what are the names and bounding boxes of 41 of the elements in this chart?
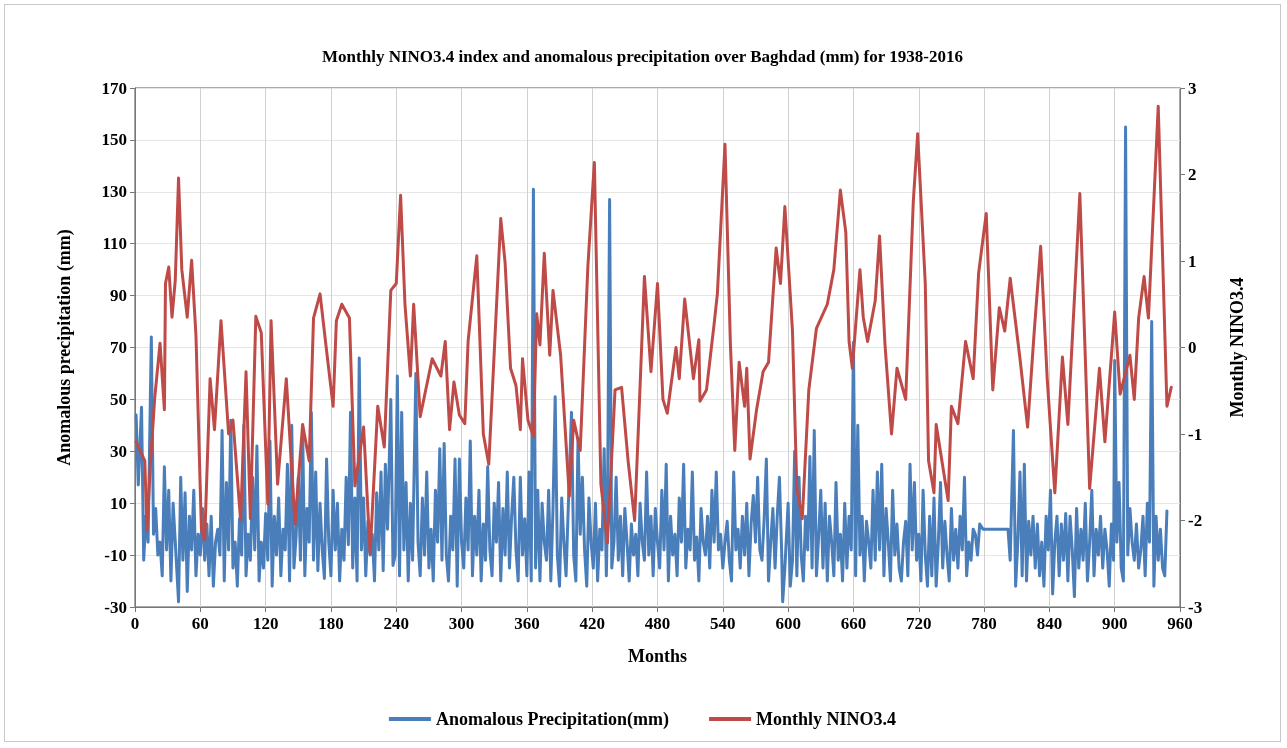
x-tick-label: 540 <box>710 614 736 633</box>
x-tick-label: 420 <box>579 614 605 633</box>
y-tick-label: 70 <box>110 338 127 357</box>
y2-tick-label: -1 <box>1188 424 1203 444</box>
x-tick-label: 300 <box>448 614 475 633</box>
y-tick-label: -30 <box>104 597 127 617</box>
chart-title: Monthly NINO3.4 index and anomalous precipitation over Baghdad (mm) for 1938-2016 <box>322 47 963 66</box>
x-tick-label: 120 <box>252 614 279 633</box>
y2-tick-label: 0 <box>1188 338 1197 357</box>
y2-tick-label: 3 <box>1188 78 1197 98</box>
x-tick-label: 480 <box>644 614 671 633</box>
x-tick-label: 900 <box>1101 614 1128 633</box>
x-tick-label: 0 <box>130 614 140 633</box>
y2-axis-title: Monthly NINO3.4 <box>1227 277 1247 418</box>
y-axis-title: Anomalous precipitation (mm) <box>54 229 75 466</box>
y-tick-label: 110 <box>102 234 127 254</box>
x-tick-label: 960 <box>1167 614 1193 633</box>
x-tick-label: 600 <box>775 614 801 633</box>
y-tick-label: 50 <box>110 389 127 409</box>
y-tick-label: -10 <box>104 545 127 565</box>
y-tick-label: 130 <box>101 182 127 202</box>
y2-tick-label: -3 <box>1188 597 1203 617</box>
y-tick-label: 90 <box>110 286 127 306</box>
y2-tick-label: 2 <box>1188 165 1197 184</box>
x-tick-label: 360 <box>514 614 540 633</box>
x-tick-label: 840 <box>1036 614 1063 633</box>
x-tick-label: 780 <box>971 614 997 633</box>
y-tick-label: 170 <box>101 78 127 98</box>
x-tick-label: 60 <box>191 614 209 633</box>
legend-label: Monthly NINO3.4 <box>756 709 897 729</box>
y-tick-label: 150 <box>101 130 127 150</box>
y-tick-label: 30 <box>110 441 127 461</box>
y2-tick-label: -2 <box>1188 511 1203 530</box>
y2-tick-label: 1 <box>1188 251 1197 271</box>
legend-label: Anomalous Precipitation(mm) <box>435 709 670 730</box>
y-tick-label: 10 <box>110 493 127 513</box>
x-axis-title: Months <box>627 646 688 666</box>
x-tick-label: 240 <box>383 614 409 633</box>
x-tick-label: 720 <box>906 614 932 633</box>
x-tick-label: 180 <box>318 614 344 633</box>
x-tick-label: 660 <box>840 614 867 633</box>
